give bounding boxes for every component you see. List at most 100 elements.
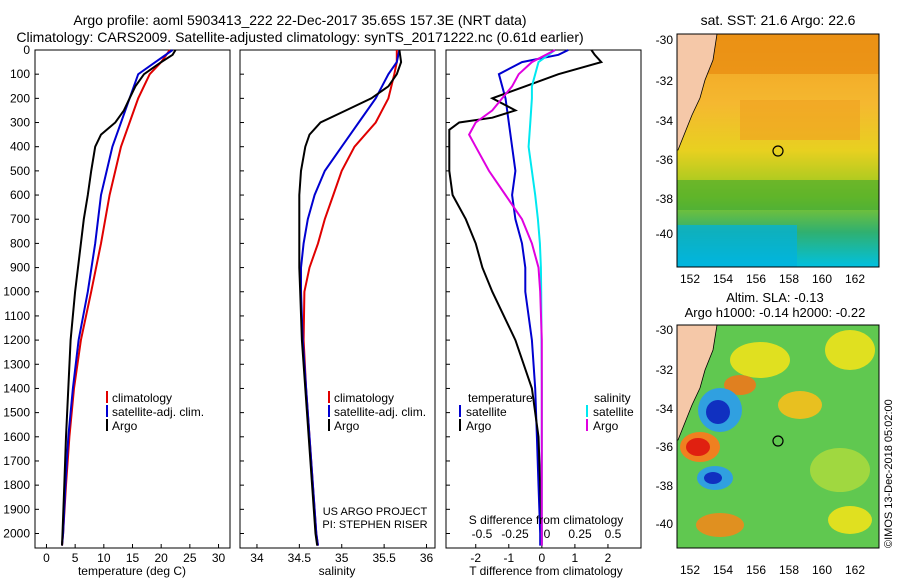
depth-tick-label: 700 — [10, 212, 30, 226]
lon-tick: 156 — [746, 563, 766, 577]
sla-patch — [810, 448, 870, 492]
legend-climatology-label: climatology — [334, 391, 394, 405]
difference-series — [448, 49, 604, 546]
salinity-legend: climatology satellite-adj. clim. Argo — [328, 391, 426, 433]
sst-green-band — [677, 180, 879, 210]
legend-s-satellite-label: satellite — [593, 405, 634, 419]
lon-tick: 160 — [812, 272, 832, 286]
legend-salinity-title: salinity — [594, 391, 631, 405]
float-location-marker — [772, 145, 784, 157]
salinity-x-label: salinity — [319, 564, 356, 578]
sla-map-title-line2: Argo h1000: -0.14 h2000: -0.22 — [685, 305, 866, 320]
lat-tick: -36 — [656, 153, 674, 167]
temperature-x-ticks: 0 5 10 15 20 25 30 — [43, 544, 226, 565]
x-tick-label: 25 — [183, 551, 197, 565]
depth-tick-label: 600 — [10, 188, 30, 202]
sst-lat-ticks: -30 -32 -34 -36 -38 -40 — [656, 33, 674, 241]
sst-warm-patch — [740, 100, 860, 140]
lon-tick: 154 — [713, 563, 733, 577]
x-tick-label: 34 — [250, 551, 264, 565]
difference-legend-left: temperature satellite Argo — [459, 391, 533, 433]
lat-tick: -30 — [656, 323, 674, 337]
sst-map-image — [677, 34, 879, 267]
legend-argo-label: Argo — [112, 419, 138, 433]
lat-tick: -32 — [656, 363, 674, 377]
lat-tick: -34 — [656, 402, 674, 416]
sla-high-patch — [730, 342, 790, 378]
lon-tick: 156 — [746, 272, 766, 286]
difference-x-ticks: -2 -1 0 1 2 — [470, 544, 612, 565]
depth-axis-labels: 0 100 200 300 400 500 600 700 800 900 1000 1100 1200… — [3, 43, 450, 540]
figure-title-line1: Argo profile: aoml 5903413_222 22-Dec-20… — [73, 12, 526, 28]
depth-tick-label: 0 — [23, 43, 30, 57]
lon-tick: 162 — [845, 563, 865, 577]
sla-low-core — [704, 472, 722, 484]
lat-tick: -40 — [656, 517, 674, 531]
sst-map-title: sat. SST: 21.6 Argo: 22.6 — [701, 12, 856, 28]
lon-tick: 152 — [680, 272, 700, 286]
depth-tick-label: 500 — [10, 164, 30, 178]
lon-tick: 162 — [845, 272, 865, 286]
lat-tick: -36 — [656, 440, 674, 454]
series-line-satellite-adj-clim- — [300, 49, 401, 546]
s-tick: 0 — [544, 527, 551, 541]
sla-high-patch — [825, 330, 875, 370]
depth-tick-label: 200 — [10, 91, 30, 105]
lat-tick: -38 — [656, 479, 674, 493]
sla-high-patch — [778, 391, 822, 419]
x-tick-label: 15 — [126, 551, 140, 565]
x-tick-label: 1 — [572, 551, 579, 565]
lon-tick: 158 — [779, 563, 799, 577]
temperature-series — [61, 49, 177, 546]
x-tick-label: 2 — [605, 551, 612, 565]
float-location-marker — [772, 435, 784, 447]
series-line-climatology — [61, 49, 171, 546]
sst-lon-ticks: 152 154 156 158 160 162 — [680, 272, 865, 286]
legend-t-argo-label: Argo — [466, 419, 492, 433]
temperature-x-label: temperature (deg C) — [78, 564, 186, 578]
sst-map-frame — [676, 33, 880, 268]
s-tick: -0.25 — [501, 527, 529, 541]
lat-tick: -32 — [656, 74, 674, 88]
depth-tick-label: 1900 — [3, 502, 30, 516]
lon-tick: 152 — [680, 563, 700, 577]
salinity-panel-frame — [239, 49, 436, 549]
x-tick-label: 20 — [154, 551, 168, 565]
pi-credit: PI: STEPHEN RISER — [322, 519, 427, 531]
depth-tick-label: 1300 — [3, 357, 30, 371]
depth-tick-label: 1700 — [3, 454, 30, 468]
depth-tick-label: 300 — [10, 116, 30, 130]
series-line-t-argo — [448, 49, 604, 546]
legend-s-argo-label: Argo — [593, 419, 619, 433]
x-tick-label: 35 — [335, 551, 349, 565]
sla-lat-ticks: -30 -32 -34 -36 -38 -40 — [656, 323, 674, 531]
lat-tick: -34 — [656, 114, 674, 128]
x-tick-label: -1 — [503, 551, 514, 565]
sst-cool-patch — [677, 225, 797, 267]
difference-panel-frame — [445, 49, 642, 549]
difference-legend-right: salinity satellite Argo — [586, 391, 634, 433]
depth-tick-label: 1500 — [3, 406, 30, 420]
series-line-argo — [61, 49, 177, 546]
sla-map-title-line1: Altim. SLA: -0.13 — [726, 290, 824, 305]
series-line-satellite-adj-clim- — [61, 49, 174, 546]
depth-tick-label: 1600 — [3, 430, 30, 444]
s-difference-ticks: -0.5 -0.25 0 0.25 0.5 — [472, 527, 622, 541]
sla-high-patch — [696, 513, 744, 537]
x-tick-label: 5 — [72, 551, 79, 565]
lon-tick: 160 — [812, 563, 832, 577]
s-tick: -0.5 — [472, 527, 493, 541]
series-line-argo — [298, 49, 403, 546]
legend-temperature-title: temperature — [468, 391, 533, 405]
lon-tick: 158 — [779, 272, 799, 286]
depth-tick-label: 1100 — [4, 309, 30, 323]
depth-tick-label: 800 — [10, 236, 30, 250]
figure-title-line2: Climatology: CARS2009. Satellite-adjuste… — [16, 29, 583, 45]
x-tick-label: 35.5 — [372, 551, 396, 565]
depth-tick-label: 400 — [10, 140, 30, 154]
series-line-s-argo — [467, 49, 556, 546]
lat-tick: -30 — [656, 33, 674, 47]
x-tick-label: 0 — [539, 551, 546, 565]
series-line-t-satellite — [497, 49, 569, 546]
